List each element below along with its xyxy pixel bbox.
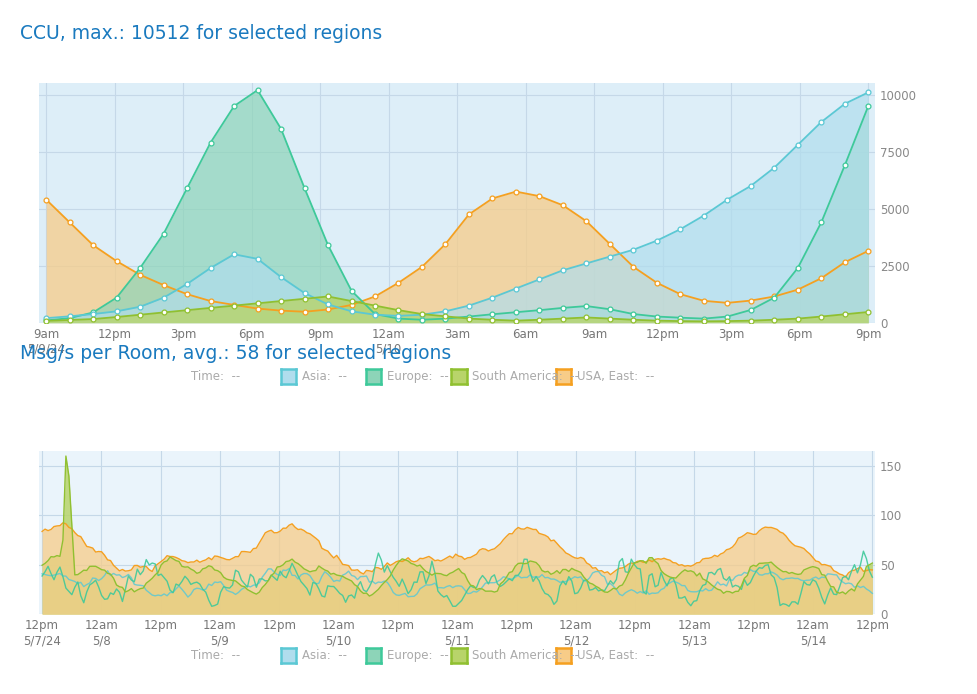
Text: South America:  --: South America: -- bbox=[472, 370, 578, 382]
Text: Europe:  --: Europe: -- bbox=[387, 370, 448, 382]
Text: Europe:  --: Europe: -- bbox=[387, 650, 448, 662]
Text: Time:  --: Time: -- bbox=[191, 650, 239, 662]
Text: Time:  --: Time: -- bbox=[191, 370, 239, 382]
Text: USA, East:  --: USA, East: -- bbox=[576, 370, 654, 382]
Text: South America:  --: South America: -- bbox=[472, 650, 578, 662]
Text: Msg/s per Room, avg.: 58 for selected regions: Msg/s per Room, avg.: 58 for selected re… bbox=[20, 344, 450, 362]
Text: USA, East:  --: USA, East: -- bbox=[576, 650, 654, 662]
Text: Asia:  --: Asia: -- bbox=[302, 370, 347, 382]
Text: CCU, max.: 10512 for selected regions: CCU, max.: 10512 for selected regions bbox=[20, 24, 381, 43]
Text: Asia:  --: Asia: -- bbox=[302, 650, 347, 662]
